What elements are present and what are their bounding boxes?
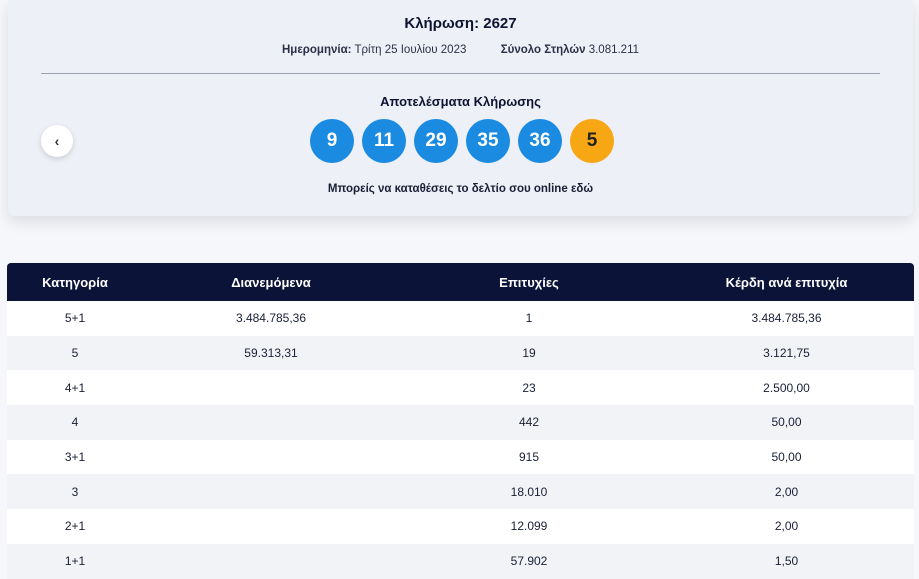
cell-winners: 18.010: [510, 484, 548, 499]
results-title: Αποτελέσματα Κλήρωσης: [380, 94, 541, 109]
cell-category: 3: [71, 484, 79, 499]
number-ball: 11: [362, 119, 406, 163]
draw-card: Κλήρωση: 2627 Ημερομηνία: Τρίτη 25 Ιουλί…: [8, 0, 913, 216]
header-category: Κατηγορία: [42, 274, 108, 290]
number-ball: 35: [466, 119, 510, 163]
previous-draw-button[interactable]: ‹: [41, 125, 73, 157]
columns-label: Σύνολο Στηλών: [500, 44, 586, 56]
header-winners: Επιτυχίες: [499, 274, 559, 290]
cell-distributed: 3.484.785,36: [235, 311, 307, 326]
cell-prize: 50,00: [771, 415, 802, 430]
cell-category: 3+1: [64, 450, 86, 465]
table-row: 4 442 50,00: [7, 405, 914, 440]
divider: [41, 73, 880, 74]
number-ball: 36: [518, 119, 562, 163]
cell-prize: 1,50: [774, 554, 799, 569]
cell-winners: 442: [518, 415, 540, 430]
date-label: Ημερομηνία:: [281, 44, 352, 56]
cell-distributed: 59.313,31: [244, 346, 298, 361]
table-row: 4+1 23 2.500,00: [7, 370, 914, 406]
table-row: 2+1 12.099 2,00: [7, 509, 914, 544]
table-header: Κατηγορία Διανεμόμενα Επιτυχίες Κέρδη αν…: [7, 263, 914, 301]
cell-prize: 3.121,75: [763, 346, 810, 361]
cell-winners: 12.099: [510, 519, 548, 534]
cell-winners: 23: [522, 380, 536, 395]
draw-title: Κλήρωση: 2627: [404, 15, 517, 32]
online-text: Μπορείς να καταθέσεις το δελτίο σου onli…: [327, 183, 568, 195]
number-ball: 29: [414, 119, 458, 163]
cell-category: 2+1: [64, 519, 86, 534]
table-body: 5+1 3.484.785,36 1 3.484.785,36 5 59.313…: [7, 301, 914, 579]
cell-category: 5+1: [64, 311, 86, 326]
date-value: Τρίτη 25 Ιουλίου 2023: [354, 44, 467, 56]
cell-category: 5: [71, 346, 79, 361]
cell-prize: 2.500,00: [763, 380, 810, 395]
cell-winners: 915: [518, 450, 540, 465]
number-ball: 9: [310, 119, 354, 163]
prize-table: Κατηγορία Διανεμόμενα Επιτυχίες Κέρδη αν…: [7, 263, 914, 579]
cell-category: 4: [71, 415, 79, 430]
winning-numbers: 9 11 29 35 36 5: [310, 119, 614, 163]
header-prize-per-winner: Κέρδη ανά επιτυχία: [725, 274, 848, 290]
table-row: 5+1 3.484.785,36 1 3.484.785,36: [7, 301, 914, 336]
cell-winners: 19: [522, 346, 536, 361]
bonus-ball: 5: [570, 119, 614, 163]
table-row: 1+1 57.902 1,50: [7, 543, 914, 579]
cell-category: 4+1: [64, 380, 86, 395]
header-distributed: Διανεμόμενα: [231, 274, 311, 290]
cell-prize: 2,00: [774, 484, 799, 499]
cell-winners: 1: [525, 311, 533, 326]
cell-winners: 57.902: [510, 554, 548, 569]
columns-value: 3.081.211: [588, 44, 640, 56]
draw-meta: Ημερομηνία: Τρίτη 25 Ιουλίου 2023 Σύνολο…: [8, 44, 913, 56]
online-note: Μπορείς να καταθέσεις το δελτίο σου onli…: [8, 183, 913, 195]
chevron-left-icon: ‹: [54, 133, 60, 149]
cell-prize: 2,00: [774, 519, 799, 534]
table-row: 3+1 915 50,00: [7, 439, 914, 475]
cell-category: 1+1: [64, 554, 86, 569]
online-link[interactable]: εδώ: [570, 183, 594, 195]
cell-prize: 3.484.785,36: [751, 311, 822, 326]
table-row: 3 18.010 2,00: [7, 474, 914, 510]
table-row: 5 59.313,31 19 3.121,75: [7, 335, 914, 371]
cell-prize: 50,00: [771, 450, 802, 465]
